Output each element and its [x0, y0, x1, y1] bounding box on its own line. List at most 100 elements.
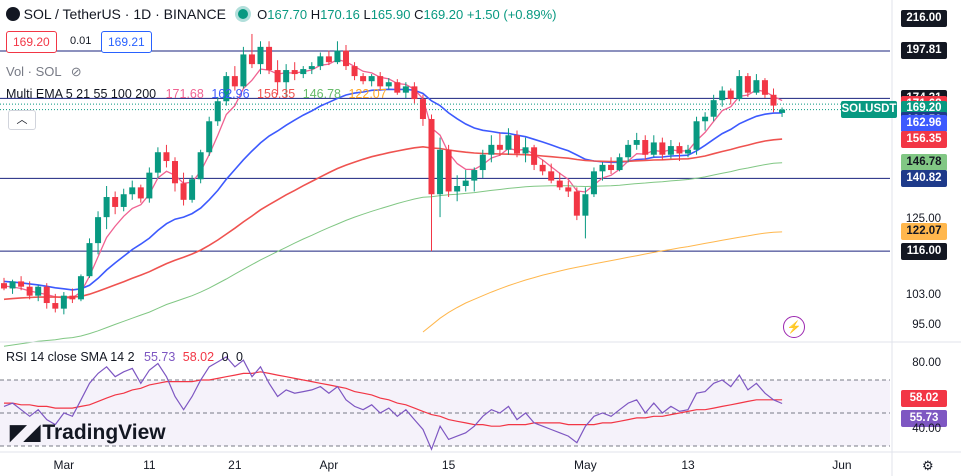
- candle-body: [531, 147, 538, 165]
- ema-legend[interactable]: Multi EMA 5 21 55 100 200 171.68 162.96 …: [6, 87, 387, 101]
- x-tick: May: [574, 458, 597, 472]
- ohlc-low-label: L: [363, 7, 371, 22]
- candle-body: [505, 135, 512, 150]
- rsi-value: 55.73: [144, 350, 176, 364]
- candle-body: [274, 70, 281, 83]
- ema-line-1: [3, 88, 783, 291]
- market-status-icon: [237, 9, 248, 19]
- candle-body: [26, 286, 33, 296]
- candle-body: [539, 164, 546, 172]
- ohlc-low: 165.90: [370, 7, 411, 22]
- level-116[interactable]: 116.00: [901, 242, 947, 260]
- header-row: SOL / TetherUS · 1D · BINANCE O167.70 H1…: [6, 6, 557, 22]
- eye-off-icon[interactable]: ⊘: [70, 64, 82, 79]
- candle-body: [667, 146, 674, 155]
- candle-body: [556, 180, 563, 188]
- candle-body: [625, 144, 632, 158]
- candle-body: [676, 146, 683, 154]
- candle-body: [223, 76, 230, 102]
- candle-body: [163, 152, 170, 162]
- ema100-price-tag[interactable]: 146.78: [901, 154, 947, 172]
- rsi-tag[interactable]: 55.73: [901, 409, 947, 427]
- candle-body: [154, 152, 161, 173]
- candle-body: [343, 50, 349, 67]
- candle-body: [300, 69, 307, 75]
- candle-body: [351, 66, 358, 77]
- spread-value: 0.01: [70, 35, 92, 47]
- ohlc-high: 170.16: [320, 7, 360, 22]
- settings-gear[interactable]: ⚙: [922, 458, 934, 474]
- x-tick: Jun: [832, 458, 852, 472]
- candle-body: [214, 101, 221, 122]
- candle-body: [616, 157, 623, 171]
- rsi-tick-40: 40.00: [912, 422, 941, 435]
- candle-body: [60, 295, 67, 309]
- candle-body: [43, 286, 50, 304]
- candle-body: [719, 90, 726, 101]
- candle-body: [69, 295, 76, 300]
- candle-body: [308, 66, 315, 70]
- level-216[interactable]: 216.00: [901, 9, 947, 27]
- x-tick: 13: [681, 458, 695, 472]
- candle-body: [334, 50, 341, 63]
- lightning-button[interactable]: ⚡: [783, 316, 805, 338]
- rsi-legend[interactable]: RSI 14 close SMA 14 2 55.73 58.02 0 0: [6, 350, 243, 364]
- symbol-tag[interactable]: SOLUSDT: [841, 101, 897, 119]
- sell-button[interactable]: 169.20: [6, 31, 57, 53]
- collapse-legend-button[interactable]: ︿: [8, 110, 36, 130]
- ema55-price-tag[interactable]: 156.35: [901, 130, 947, 148]
- volume-label[interactable]: Vol · SOL ⊘: [6, 64, 82, 80]
- candle-body: [685, 149, 691, 154]
- x-tick: 21: [228, 458, 242, 472]
- candle-body: [428, 118, 435, 195]
- candle-body: [103, 197, 110, 218]
- ema21-price-tag[interactable]: 162.96: [901, 115, 947, 133]
- candle-body: [445, 149, 452, 192]
- candle-body: [1, 283, 7, 289]
- candle-body: [317, 56, 324, 67]
- candle-body: [377, 76, 384, 87]
- level-140[interactable]: 140.82: [901, 169, 947, 187]
- candle-body: [240, 54, 247, 87]
- candle-body: [565, 187, 572, 192]
- volume-text: Vol · SOL: [6, 64, 62, 79]
- candle-body: [291, 70, 298, 75]
- ema200-price-tag[interactable]: 122.07: [901, 223, 947, 241]
- ohlc-high-label: H: [310, 7, 321, 22]
- candle-body: [702, 116, 709, 122]
- candle-body: [283, 70, 290, 83]
- candle-body: [496, 144, 503, 150]
- buy-button[interactable]: 169.21: [101, 31, 152, 53]
- candle-body: [257, 46, 264, 65]
- candle-body: [419, 99, 426, 119]
- ema-line-4: [422, 231, 783, 333]
- candle-body: [189, 179, 196, 200]
- ohlc-close-label: C: [414, 7, 424, 22]
- rsi-sma-tag[interactable]: 58.02: [901, 389, 947, 407]
- candle-body: [402, 86, 409, 93]
- candle-body: [368, 76, 375, 82]
- candle-body: [95, 217, 102, 244]
- rsi-line: [3, 356, 783, 451]
- candle-body: [112, 197, 119, 207]
- ohlc-open: 167.70: [267, 7, 308, 22]
- candle-body: [437, 149, 444, 195]
- rsi-tick-80: 80.00: [912, 356, 941, 369]
- ema21-value: 162.96: [211, 87, 250, 101]
- candle-body: [172, 161, 178, 184]
- candle-body: [522, 147, 529, 154]
- rsi-sma-line: [4, 371, 783, 427]
- ema-label: Multi EMA 5 21 55 100 200: [6, 87, 157, 101]
- gear-icon: ⚙: [922, 458, 934, 473]
- level-197[interactable]: 197.81: [901, 42, 947, 60]
- rsi-label: RSI 14 close SMA 14 2: [6, 350, 135, 364]
- symbol-title[interactable]: SOL / TetherUS · 1D · BINANCE: [23, 6, 226, 22]
- rsi-div-value-1: 0: [221, 350, 229, 364]
- candle-body: [761, 80, 768, 95]
- ohlc-open-label: O: [257, 7, 268, 22]
- candle-body: [120, 194, 127, 207]
- candle-body: [18, 281, 25, 287]
- rsi-div-value-2: 0: [236, 350, 243, 364]
- candle-body: [129, 187, 136, 195]
